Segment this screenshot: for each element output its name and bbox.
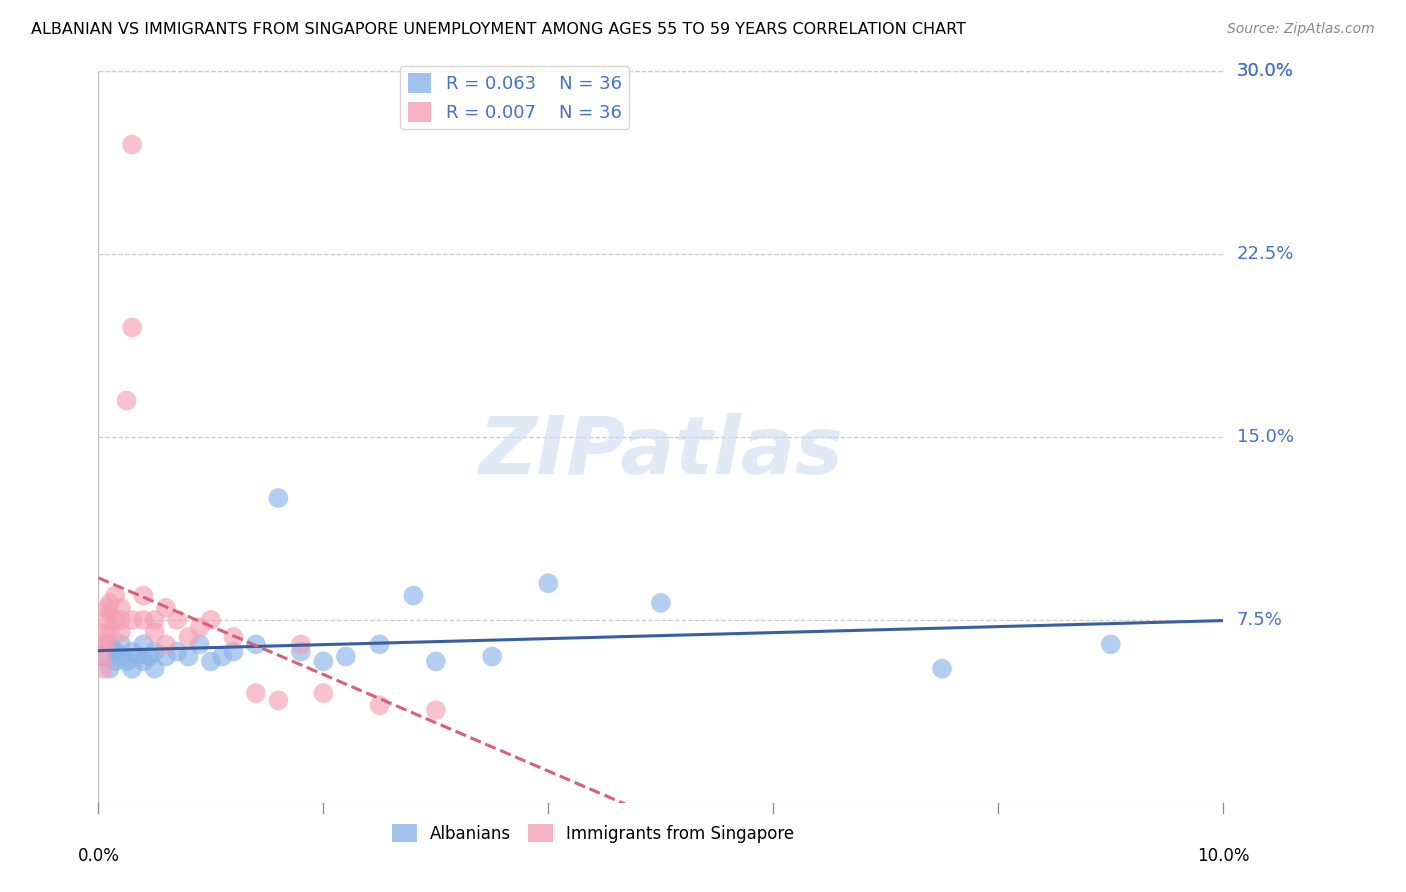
Text: 7.5%: 7.5%: [1237, 611, 1282, 629]
Point: [222, 630, 245, 644]
Point: [115, 654, 138, 668]
Text: 15.0%: 15.0%: [1237, 428, 1294, 446]
Point: [537, 576, 560, 591]
Point: [104, 589, 127, 603]
Point: [222, 645, 245, 659]
Point: [110, 613, 132, 627]
Point: [94, 637, 117, 651]
Text: 0.0%: 0.0%: [77, 847, 120, 864]
Legend: Albanians, Immigrants from Singapore: Albanians, Immigrants from Singapore: [385, 818, 801, 849]
Point: [104, 654, 127, 668]
Point: [425, 703, 447, 717]
Point: [110, 600, 132, 615]
Text: 10.0%: 10.0%: [1197, 847, 1250, 864]
Point: [155, 600, 177, 615]
Text: 22.5%: 22.5%: [1237, 245, 1294, 263]
Point: [143, 645, 166, 659]
Point: [93, 625, 115, 640]
Point: [93, 649, 115, 664]
Point: [650, 596, 672, 610]
Point: [121, 320, 143, 334]
Point: [290, 645, 312, 659]
Point: [177, 649, 200, 664]
Point: [368, 637, 391, 651]
Point: [96, 613, 118, 627]
Point: [931, 662, 953, 676]
Point: [267, 491, 290, 505]
Point: [121, 137, 143, 152]
Point: [245, 637, 267, 651]
Point: [245, 686, 267, 700]
Point: [481, 649, 503, 664]
Point: [104, 613, 127, 627]
Point: [211, 649, 233, 664]
Point: [132, 589, 155, 603]
Point: [425, 654, 447, 668]
Point: [143, 662, 166, 676]
Point: [115, 393, 138, 408]
Text: ZIPatlas: ZIPatlas: [478, 413, 844, 491]
Point: [200, 613, 222, 627]
Point: [267, 693, 290, 707]
Point: [166, 645, 188, 659]
Point: [90, 649, 112, 664]
Point: [143, 613, 166, 627]
Point: [98, 606, 121, 620]
Point: [91, 662, 114, 676]
Point: [188, 637, 211, 651]
Text: 30.0%: 30.0%: [1237, 62, 1294, 80]
Point: [132, 637, 155, 651]
Point: [132, 613, 155, 627]
Point: [143, 625, 166, 640]
Point: [200, 654, 222, 668]
Point: [110, 637, 132, 651]
Point: [121, 662, 143, 676]
Point: [155, 649, 177, 664]
Text: Source: ZipAtlas.com: Source: ZipAtlas.com: [1227, 22, 1375, 37]
Point: [121, 613, 143, 627]
Point: [127, 649, 149, 664]
Point: [402, 589, 425, 603]
Point: [98, 637, 121, 651]
Point: [98, 596, 121, 610]
Point: [335, 649, 357, 664]
Point: [98, 662, 121, 676]
Point: [312, 686, 335, 700]
Text: 30.0%: 30.0%: [1237, 62, 1294, 80]
Point: [138, 649, 160, 664]
Point: [177, 630, 200, 644]
Point: [121, 645, 143, 659]
Point: [1099, 637, 1122, 651]
Point: [98, 625, 121, 640]
Point: [368, 698, 391, 713]
Text: ALBANIAN VS IMMIGRANTS FROM SINGAPORE UNEMPLOYMENT AMONG AGES 55 TO 59 YEARS COR: ALBANIAN VS IMMIGRANTS FROM SINGAPORE UN…: [31, 22, 966, 37]
Point: [166, 613, 188, 627]
Point: [93, 637, 115, 651]
Point: [132, 654, 155, 668]
Point: [96, 600, 118, 615]
Point: [290, 637, 312, 651]
Point: [155, 637, 177, 651]
Point: [312, 654, 335, 668]
Point: [104, 645, 127, 659]
Point: [188, 620, 211, 634]
Point: [110, 625, 132, 640]
Point: [110, 649, 132, 664]
